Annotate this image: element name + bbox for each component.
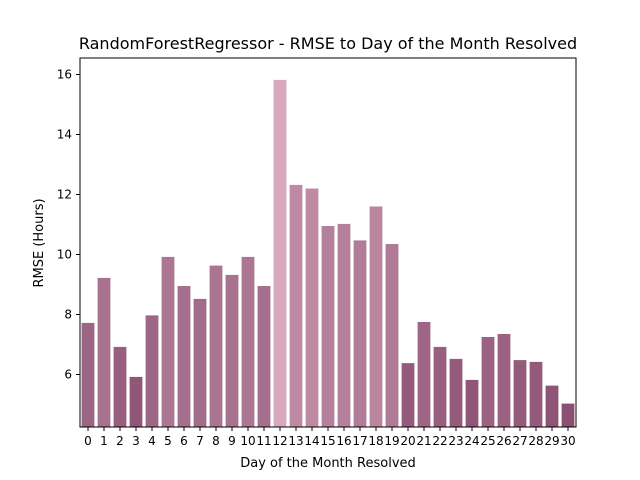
x-tick-label: 21	[416, 434, 431, 448]
y-tick-label: 6	[64, 368, 72, 382]
bar-day-15	[321, 226, 335, 427]
x-tick-label: 4	[148, 434, 156, 448]
x-tick-label: 13	[288, 434, 303, 448]
bar-day-20	[401, 363, 415, 427]
bar-day-23	[449, 358, 463, 427]
x-axis: 0 1 2 3 4 5 6 7 8 9 10 11 12 13 14 15 16 17 18 19 20 21 22 23 24…	[84, 427, 576, 448]
x-tick-label: 7	[196, 434, 204, 448]
bar-day-16	[337, 223, 351, 427]
bar-day-27	[513, 360, 527, 427]
bar-day-8	[209, 265, 223, 427]
x-tick-label: 25	[480, 434, 495, 448]
x-tick-label: 5	[164, 434, 172, 448]
bar-day-19	[385, 244, 399, 427]
x-tick-label: 17	[352, 434, 367, 448]
x-tick-label: 28	[528, 434, 543, 448]
bar-day-7	[193, 298, 207, 427]
bar-day-10	[241, 256, 255, 427]
y-tick-label: 16	[57, 68, 72, 82]
bar-day-2	[113, 346, 127, 427]
bar-day-12	[273, 79, 287, 428]
x-tick-label: 29	[544, 434, 559, 448]
bar-day-14	[305, 188, 319, 427]
x-tick-label: 0	[84, 434, 92, 448]
x-tick-label: 3	[132, 434, 140, 448]
x-tick-label: 11	[256, 434, 271, 448]
x-tick-label: 18	[368, 434, 383, 448]
bar-day-0	[81, 322, 95, 427]
chart-title: RandomForestRegressor - RMSE to Day of t…	[79, 34, 577, 53]
x-tick-label: 23	[448, 434, 463, 448]
bar-day-11	[257, 286, 271, 427]
x-tick-label: 19	[384, 434, 399, 448]
y-tick-label: 10	[57, 248, 72, 262]
bar-day-3	[129, 376, 143, 427]
bar-day-30	[561, 403, 575, 427]
bars-layer	[81, 79, 575, 428]
y-tick-label: 14	[57, 128, 72, 142]
x-tick-label: 22	[432, 434, 447, 448]
y-tick-label: 8	[64, 308, 72, 322]
x-tick-label: 9	[228, 434, 236, 448]
x-tick-label: 24	[464, 434, 479, 448]
y-axis: 6 8 10 12 14 16	[57, 68, 80, 382]
x-tick-label: 27	[512, 434, 527, 448]
bar-day-5	[161, 256, 175, 427]
x-tick-label: 12	[272, 434, 287, 448]
y-tick-label: 12	[57, 188, 72, 202]
x-tick-label: 26	[496, 434, 511, 448]
bar-day-26	[497, 334, 511, 427]
bar-day-18	[369, 206, 383, 427]
x-tick-label: 16	[336, 434, 351, 448]
bar-day-29	[545, 385, 559, 427]
x-tick-label: 20	[400, 434, 415, 448]
bar-day-6	[177, 286, 191, 427]
x-tick-label: 30	[560, 434, 575, 448]
x-tick-label: 6	[180, 434, 188, 448]
y-axis-label: RMSE (Hours)	[32, 198, 47, 287]
x-tick-label: 8	[212, 434, 220, 448]
bar-day-17	[353, 240, 367, 427]
x-axis-label: Day of the Month Resolved	[240, 456, 416, 471]
x-tick-label: 2	[116, 434, 124, 448]
bar-day-22	[433, 346, 447, 427]
x-tick-label: 14	[304, 434, 319, 448]
bar-day-21	[417, 322, 431, 427]
bar-day-25	[481, 337, 495, 427]
bar-day-4	[145, 315, 159, 427]
bar-day-1	[97, 277, 111, 427]
bar-day-24	[465, 379, 479, 427]
x-tick-label: 15	[320, 434, 335, 448]
bar-day-13	[289, 184, 303, 427]
bar-day-28	[529, 361, 543, 427]
bar-day-9	[225, 274, 239, 427]
x-tick-label: 1	[100, 434, 108, 448]
x-tick-label: 10	[240, 434, 255, 448]
